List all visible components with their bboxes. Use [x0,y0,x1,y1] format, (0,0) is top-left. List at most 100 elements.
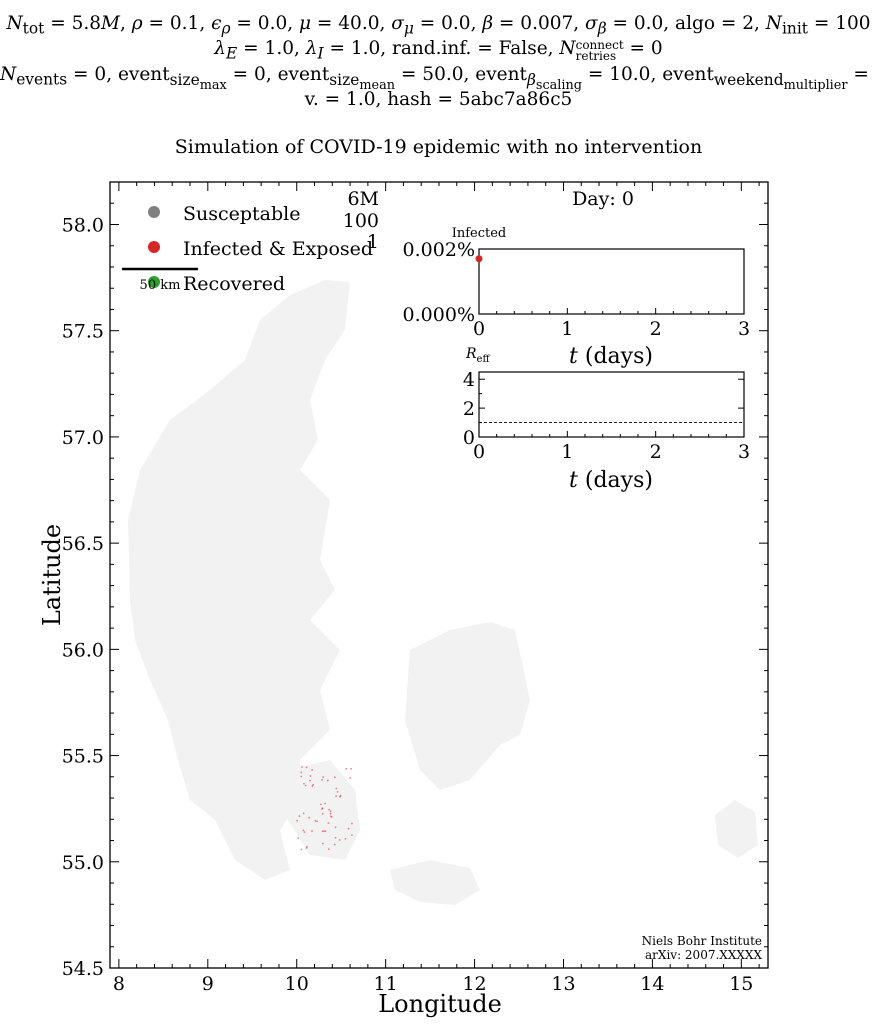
main-ytick-label: 58.0 [62,214,104,236]
inset-reff-xtick-label: 3 [738,441,750,463]
scalebar-label: 50 km [140,278,181,293]
credit-institute: Niels Bohr Institute [642,934,762,948]
inset-infected-xtick-label: 3 [738,318,750,340]
main-ytick-label: 55.0 [62,852,104,874]
inset-reff-xtick-label: 0 [473,441,485,463]
infected-scatter [296,766,353,851]
bornholm-shape [715,800,758,858]
infected-speck [305,847,308,849]
legend-marker-infected [148,241,160,253]
infected-speck [347,827,350,830]
infected-speck [350,767,352,770]
infected-speck [316,820,318,823]
infected-data-point [475,255,483,263]
main-x-ticks: 8 9 10 11 12 13 14 15 [113,182,760,995]
infected-speck [334,826,337,829]
infected-speck [303,782,305,785]
header-line-4: v. = 1.0, hash = 5abc7a86c5 [304,89,573,110]
infected-speck [335,795,337,798]
infected-speck [321,808,323,810]
inset-infected-xtick-label: 1 [561,318,573,340]
infected-speck [344,837,347,840]
infected-speck [297,837,300,839]
inset-infected-frame [478,248,745,315]
infected-speck [302,829,305,832]
inset-reff-xtick-label: 2 [650,441,662,463]
infected-speck [351,822,353,825]
infected-speck [300,771,303,774]
funen-shape [285,760,360,860]
header-line-2: λE = 1.0, λI = 1.0, rand.inf. = False, N… [214,38,663,63]
main-xtick-label: 10 [285,973,309,995]
infected-speck [327,822,330,824]
infected-speck [298,815,301,818]
header-line-3: Nevents = 0, eventsizemax = 0, eventsize… [0,64,877,93]
inset-infected-xlabel: t (days) [569,344,653,369]
main-xtick-label: 13 [551,973,575,995]
infected-speck [296,819,299,822]
inset-infected-ytick-label: 0.000% [403,304,475,326]
chart-subtitle: Simulation of COVID-19 epidemic with no … [174,136,703,158]
main-y-ticks: 54.5 55.0 55.5 56.0 56.5 57.0 57.5 58.0 [62,202,768,980]
infected-speck [336,790,339,793]
lolland-falster-shape [390,860,480,905]
main-ytick-label: 56.5 [62,533,104,555]
credit-arxiv: arXiv: 2007.XXXXX [645,948,762,962]
infected-speck [345,767,348,770]
infected-speck [351,834,353,836]
infected-speck [334,836,337,839]
infected-speck [321,779,323,781]
main-xtick-label: 8 [113,973,125,995]
infected-speck [323,830,325,833]
legend-label-infected: Infected & Exposed [183,238,373,260]
infected-speck [339,795,341,798]
zealand-shape [405,622,530,790]
infected-speck [324,802,326,805]
infected-speck [311,830,313,832]
infected-speck [308,816,311,819]
infected-speck [300,848,303,851]
y-axis-label: Latitude [38,524,66,626]
main-xtick-label: 15 [729,973,753,995]
inset-reff-frame [478,371,745,438]
header-line-1: Ntot = 5.8M, ρ = 0.1, ϵρ = 0.0, μ = 40.0… [6,13,871,38]
day-label: Day: 0 [572,188,634,210]
infected-speck [300,775,303,778]
infected-speck [309,775,312,777]
legend-label-susceptable: Susceptable [183,203,301,225]
infected-speck [329,812,332,815]
inset-reff-xtick-label: 1 [561,441,573,463]
legend: Susceptable Infected & Exposed Recovered [148,203,373,295]
infected-speck [321,830,324,833]
legend-marker-susceptable [148,206,160,218]
count-recovered: 1 [367,231,379,253]
legend-marker-recovered [148,276,160,288]
main-xtick-label: 12 [462,973,486,995]
infected-speck [330,816,333,818]
main-xtick-label: 11 [374,973,398,995]
inset-reff-ytick-label: 0 [463,427,475,449]
infected-speck [300,766,303,768]
main-xtick-label: 14 [640,973,664,995]
infected-speck [326,779,329,782]
infected-speck [302,812,305,815]
inset-reff-ytick-label: 2 [463,398,475,420]
infected-speck [321,812,324,815]
infected-speck [349,777,352,779]
inset-infected-xtick-label: 2 [650,318,662,340]
infected-speck [327,848,330,851]
inset-infected-ytick-label: 0.002% [403,239,475,261]
main-ytick-label: 57.0 [62,427,104,449]
count-infected: 100 [343,210,379,232]
infected-speck [314,819,317,822]
jutland-shape [128,280,350,880]
main-ytick-label: 55.5 [62,746,104,768]
infected-speck [328,808,331,811]
inset-reff-ticks: 0 1 2 3 0 2 4 [463,369,750,463]
infected-speck [335,787,338,790]
infected-speck [322,776,325,778]
infected-speck [320,803,322,806]
infected-speck [303,831,306,834]
infected-speck [324,830,327,833]
x-axis-label: Longitude [378,990,502,1018]
